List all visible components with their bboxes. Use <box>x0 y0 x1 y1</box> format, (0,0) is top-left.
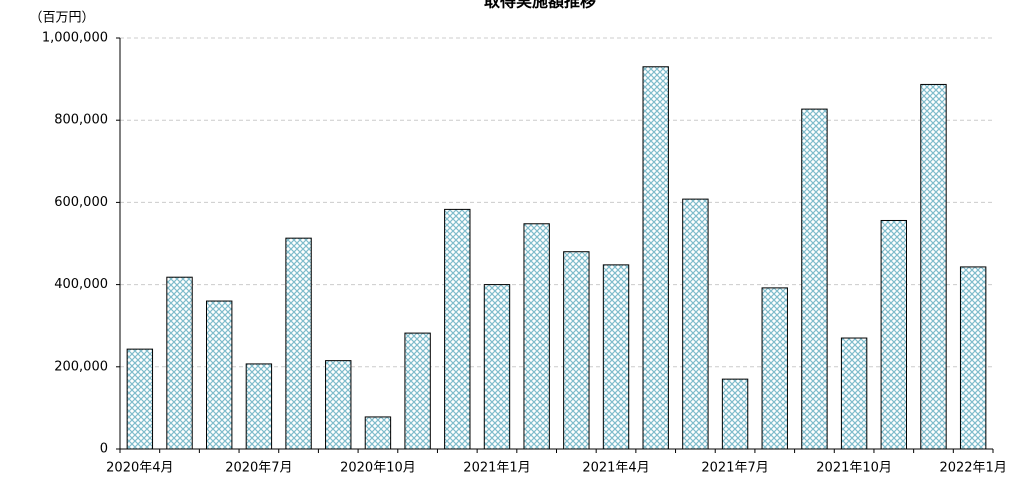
x-tick-label: 2020年10月 <box>340 461 416 476</box>
bar <box>642 66 669 450</box>
bar <box>206 300 233 450</box>
bar <box>126 348 154 450</box>
bar <box>245 363 273 450</box>
bar <box>959 266 987 450</box>
y-axis-label: （百万円） <box>29 11 94 26</box>
bar <box>364 416 392 450</box>
x-tick-label: 2020年4月 <box>106 461 173 476</box>
y-tick-label: 200,000 <box>54 359 108 374</box>
y-tick-label: 600,000 <box>54 195 108 210</box>
x-tick-label: 2022年1月 <box>939 461 1006 476</box>
bar <box>523 223 550 450</box>
bar <box>444 208 471 450</box>
bar <box>285 237 312 450</box>
bar <box>920 83 947 450</box>
x-tick-label: 2021年10月 <box>816 461 892 476</box>
y-tick-label: 0 <box>100 442 108 457</box>
bar <box>761 287 788 450</box>
x-tick-label: 2021年4月 <box>582 461 649 476</box>
bar <box>840 337 868 450</box>
bar <box>880 219 907 450</box>
bar <box>404 332 431 450</box>
x-tick-label: 2021年1月 <box>463 461 530 476</box>
bar <box>721 378 749 450</box>
x-tick-label: 2020年7月 <box>225 461 292 476</box>
chart-title: 取得実施額推移 <box>484 0 596 11</box>
y-tick-label: 400,000 <box>54 277 108 292</box>
bar <box>602 264 630 450</box>
bar <box>801 108 828 450</box>
y-tick-label: 1,000,000 <box>42 31 108 46</box>
x-tick-label: 2021年7月 <box>701 461 768 476</box>
bar <box>563 251 590 450</box>
bar <box>325 360 352 450</box>
bar <box>483 284 511 450</box>
bar <box>166 276 193 450</box>
bar <box>682 198 709 450</box>
y-tick-label: 800,000 <box>54 113 108 128</box>
